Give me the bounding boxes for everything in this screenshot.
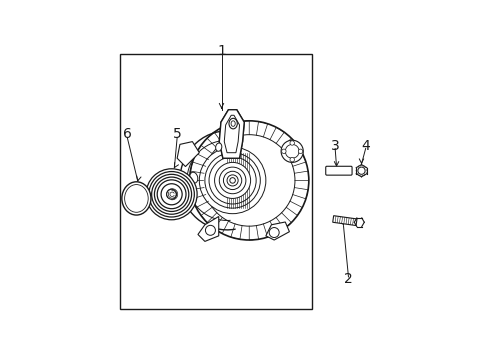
Text: 3: 3: [330, 139, 339, 153]
Circle shape: [289, 141, 294, 145]
Circle shape: [151, 174, 191, 214]
Text: 6: 6: [122, 127, 131, 141]
Circle shape: [208, 157, 256, 204]
Circle shape: [166, 189, 176, 199]
Circle shape: [199, 147, 265, 214]
Circle shape: [226, 175, 238, 186]
Circle shape: [214, 162, 250, 198]
Ellipse shape: [215, 143, 222, 151]
Text: 1: 1: [217, 44, 225, 58]
Circle shape: [203, 135, 294, 226]
Circle shape: [289, 157, 294, 162]
Circle shape: [223, 171, 241, 190]
Circle shape: [285, 144, 299, 158]
Circle shape: [205, 225, 215, 235]
Circle shape: [281, 140, 303, 162]
Polygon shape: [224, 115, 239, 153]
Polygon shape: [198, 216, 218, 242]
Circle shape: [219, 167, 245, 194]
Polygon shape: [265, 222, 289, 240]
Circle shape: [157, 180, 185, 209]
Ellipse shape: [231, 121, 235, 126]
Circle shape: [148, 172, 194, 217]
Text: 5: 5: [172, 127, 181, 141]
Polygon shape: [219, 110, 244, 158]
Circle shape: [268, 228, 279, 238]
Circle shape: [281, 149, 285, 153]
Circle shape: [189, 121, 308, 240]
Bar: [120, 54, 311, 309]
Circle shape: [154, 177, 188, 211]
Circle shape: [146, 169, 197, 220]
Circle shape: [204, 153, 260, 208]
Circle shape: [161, 184, 182, 205]
Text: 2: 2: [344, 273, 352, 286]
Ellipse shape: [228, 118, 237, 129]
Ellipse shape: [189, 172, 197, 183]
FancyBboxPatch shape: [325, 166, 351, 175]
Ellipse shape: [124, 185, 148, 212]
Polygon shape: [177, 141, 199, 167]
Ellipse shape: [122, 182, 151, 215]
Circle shape: [298, 149, 302, 153]
Text: 4: 4: [361, 139, 369, 153]
Polygon shape: [332, 216, 356, 226]
